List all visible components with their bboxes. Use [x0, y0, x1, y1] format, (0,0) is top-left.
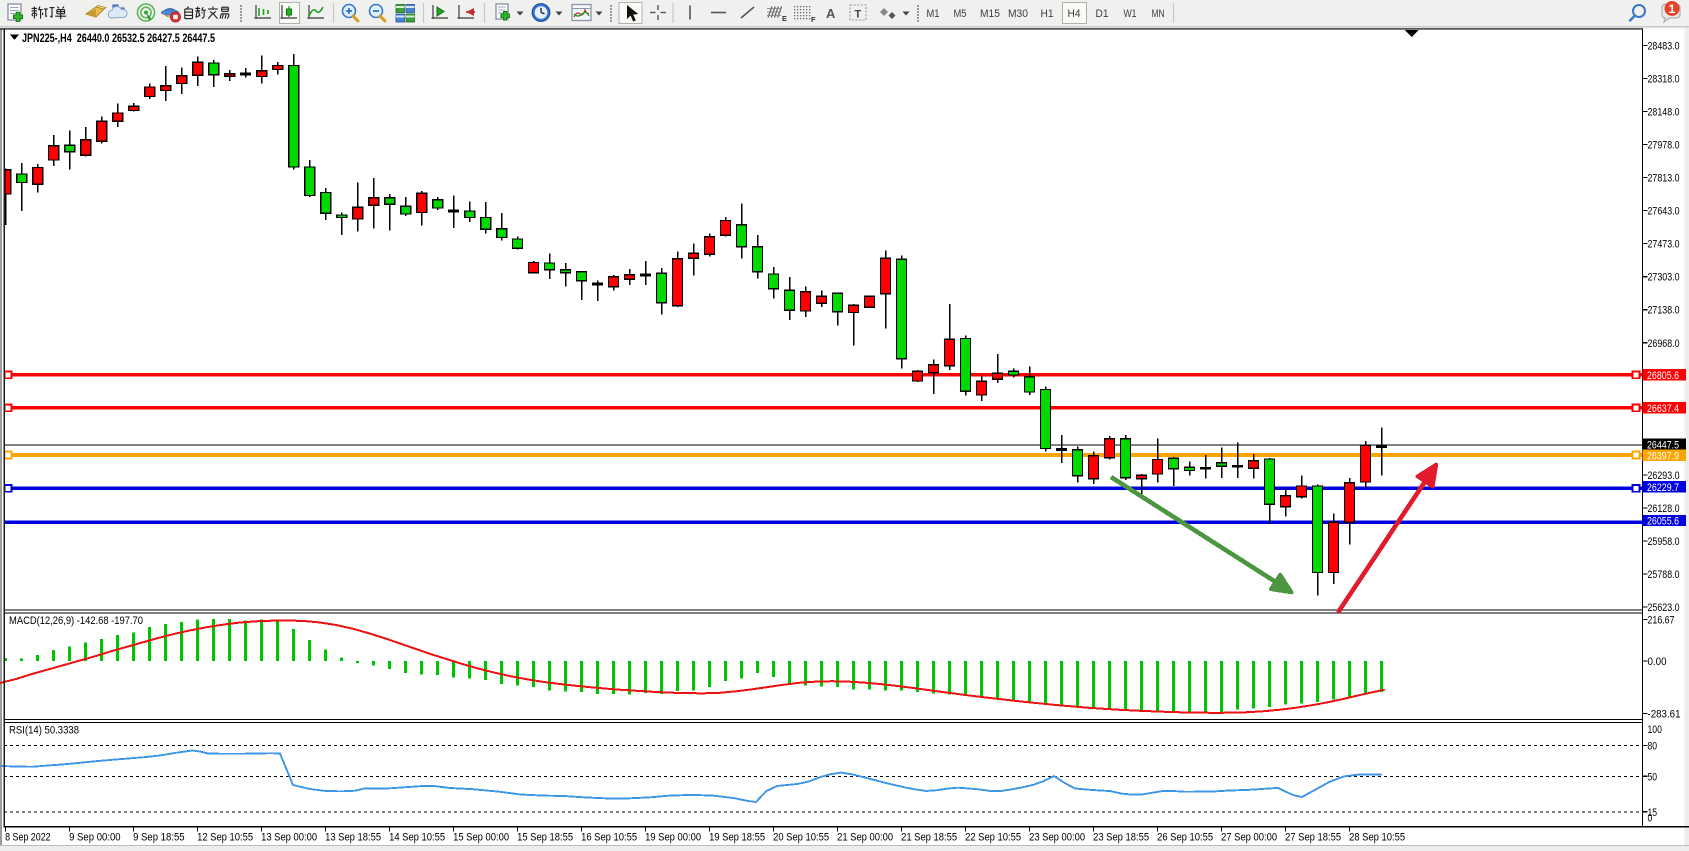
svg-text:28318.0: 28318.0 [1648, 73, 1680, 85]
svg-text:26229.7: 26229.7 [1647, 482, 1679, 494]
svg-text:F: F [811, 15, 816, 24]
svg-text:26293.0: 26293.0 [1648, 470, 1680, 482]
svg-text:20 Sep 10:55: 20 Sep 10:55 [773, 832, 829, 844]
svg-text:26397.9: 26397.9 [1647, 451, 1679, 463]
svg-text:27978.0: 27978.0 [1648, 140, 1680, 152]
svg-text:1: 1 [1669, 2, 1676, 16]
svg-text:T: T [855, 9, 862, 21]
svg-text:W1: W1 [1124, 8, 1137, 20]
svg-text:13 Sep 18:55: 13 Sep 18:55 [325, 832, 381, 844]
svg-text:9 Sep 00:00: 9 Sep 00:00 [69, 832, 121, 844]
svg-text:27138.0: 27138.0 [1648, 305, 1680, 317]
svg-text:21 Sep 18:55: 21 Sep 18:55 [901, 832, 957, 844]
svg-text:-283.61: -283.61 [1648, 709, 1681, 721]
svg-text:28 Sep 10:55: 28 Sep 10:55 [1349, 832, 1405, 844]
svg-text:16 Sep 10:55: 16 Sep 10:55 [581, 832, 637, 844]
svg-text:25788.0: 25788.0 [1648, 569, 1680, 581]
svg-text:15 Sep 00:00: 15 Sep 00:00 [453, 832, 509, 844]
svg-text:23 Sep 00:00: 23 Sep 00:00 [1029, 832, 1085, 844]
svg-text:H4: H4 [1068, 8, 1081, 20]
svg-text:27 Sep 00:00: 27 Sep 00:00 [1221, 832, 1277, 844]
svg-text:26055.6: 26055.6 [1647, 516, 1679, 528]
svg-text:M15: M15 [980, 8, 1000, 20]
svg-text:27813.0: 27813.0 [1648, 173, 1680, 185]
svg-text:15: 15 [1648, 807, 1658, 819]
svg-text:28148.0: 28148.0 [1648, 107, 1680, 119]
svg-text:216.67: 216.67 [1648, 615, 1675, 627]
svg-text:50: 50 [1648, 771, 1658, 783]
svg-text:12 Sep 10:55: 12 Sep 10:55 [197, 832, 253, 844]
svg-text:MACD(12,26,9) -142.68 -197.70: MACD(12,26,9) -142.68 -197.70 [9, 615, 143, 627]
svg-text:H1: H1 [1041, 8, 1054, 20]
svg-text:JPN225-,H4 26440.0 26532.5 26: JPN225-,H4 26440.0 26532.5 26427.5 26447… [22, 31, 215, 45]
svg-text:14 Sep 10:55: 14 Sep 10:55 [389, 832, 445, 844]
svg-text:E: E [782, 14, 787, 23]
svg-text:A: A [826, 6, 836, 21]
svg-text:23 Sep 18:55: 23 Sep 18:55 [1093, 832, 1149, 844]
svg-text:M1: M1 [927, 8, 940, 20]
svg-text:0.00: 0.00 [1648, 656, 1667, 668]
svg-text:26637.4: 26637.4 [1647, 403, 1679, 415]
svg-text:26968.0: 26968.0 [1648, 338, 1680, 350]
svg-text:D1: D1 [1096, 8, 1109, 20]
svg-text:26 Sep 10:55: 26 Sep 10:55 [1157, 832, 1213, 844]
svg-text:100: 100 [1648, 724, 1662, 736]
svg-text:19 Sep 18:55: 19 Sep 18:55 [709, 832, 765, 844]
svg-text:9 Sep 18:55: 9 Sep 18:55 [133, 832, 185, 844]
svg-text:26447.5: 26447.5 [1647, 439, 1679, 451]
svg-text:MN: MN [1152, 8, 1165, 20]
svg-text:13 Sep 00:00: 13 Sep 00:00 [261, 832, 317, 844]
svg-text:RSI(14) 50.3338: RSI(14) 50.3338 [9, 725, 79, 737]
svg-text:19 Sep 00:00: 19 Sep 00:00 [645, 832, 701, 844]
svg-text:28483.0: 28483.0 [1648, 40, 1680, 52]
svg-text:22 Sep 10:55: 22 Sep 10:55 [965, 832, 1021, 844]
svg-text:0: 0 [1648, 813, 1653, 825]
svg-text:M5: M5 [954, 8, 967, 20]
svg-text:25958.0: 25958.0 [1648, 536, 1680, 548]
svg-text:27643.0: 27643.0 [1648, 206, 1680, 218]
svg-text:21 Sep 00:00: 21 Sep 00:00 [837, 832, 893, 844]
svg-text:M30: M30 [1008, 8, 1028, 20]
svg-text:8 Sep 2022: 8 Sep 2022 [5, 832, 51, 844]
svg-text:26805.6: 26805.6 [1647, 370, 1679, 382]
svg-text:15 Sep 18:55: 15 Sep 18:55 [517, 832, 573, 844]
svg-text:27 Sep 18:55: 27 Sep 18:55 [1285, 832, 1341, 844]
svg-text:27303.0: 27303.0 [1648, 272, 1680, 284]
svg-text:25623.0: 25623.0 [1648, 602, 1680, 614]
svg-text:26128.0: 26128.0 [1648, 503, 1680, 515]
svg-text:80: 80 [1648, 741, 1658, 753]
svg-text:27473.0: 27473.0 [1648, 239, 1680, 251]
